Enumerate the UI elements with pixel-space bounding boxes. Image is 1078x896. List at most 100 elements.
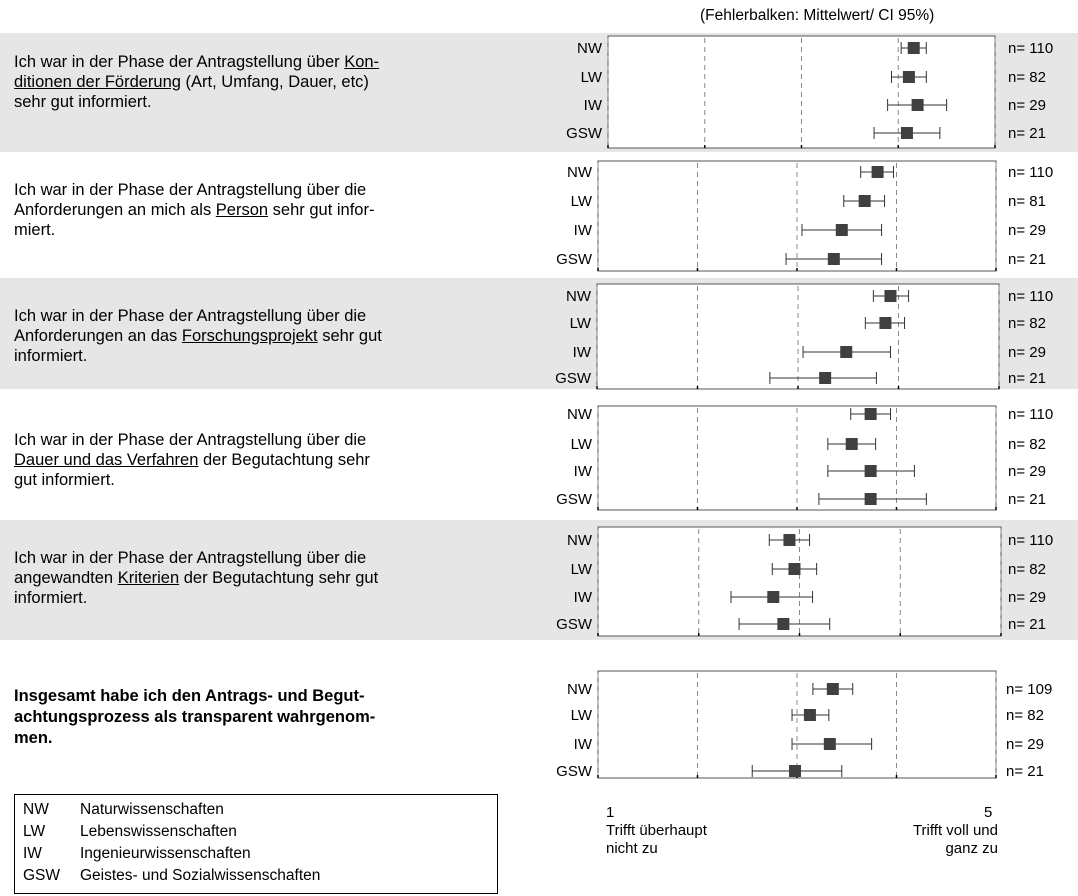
axis-max-label-line1: Trifft voll und (912, 822, 998, 839)
mean-marker (840, 346, 853, 358)
question-text-segment: sehr gut informiert. (14, 93, 152, 111)
axis-min-label-line1: Trifft überhaupt (606, 822, 707, 839)
question-text-segment: der Begutachtung sehr gut (179, 569, 379, 587)
sample-size-label: n= 109 (1006, 681, 1052, 698)
group-label: LW (571, 561, 593, 578)
mean-marker (789, 765, 802, 777)
question-text-segment: achtungsprozess als transparent wahrgeno… (14, 708, 376, 726)
mean-marker (871, 166, 884, 178)
error-bar-note: (Fehlerbalken: Mittelwert/ CI 95%) (700, 7, 935, 24)
question-text-segment: der Begutachtung sehr (198, 451, 370, 469)
question-text-5: Ich war in der Phase der Antragstellung … (14, 548, 534, 608)
mean-marker (864, 493, 877, 505)
question-text-6: Insgesamt habe ich den Antrags- und Begu… (14, 686, 534, 749)
mean-marker (777, 618, 790, 630)
legend-name: Geistes- und Sozialwissenschaften (80, 867, 321, 884)
sample-size-label: n= 110 (1008, 532, 1053, 549)
legend-abbr: IW (23, 845, 42, 862)
sample-size-label: n= 29 (1008, 589, 1046, 606)
question-text-1: Ich war in der Phase der Antragstellung … (14, 52, 534, 112)
underlined-term: Kon- (344, 53, 380, 71)
group-label: IW (574, 736, 593, 753)
mean-marker (788, 563, 801, 575)
question-text-segment: Ich war in der Phase der Antragstellung … (14, 549, 367, 567)
mean-marker (845, 438, 858, 450)
mean-marker (835, 224, 848, 236)
question-line: Ich war in der Phase der Antragstellung … (14, 548, 534, 568)
group-label: GSW (566, 125, 603, 142)
legend-name: Lebenswissenschaften (80, 823, 237, 840)
group-label: NW (567, 681, 593, 698)
sample-size-label: n= 21 (1008, 370, 1046, 387)
question-text-segment: Anforderungen an mich als (14, 201, 216, 219)
question-text-segment: informiert. (14, 589, 88, 607)
question-line: Ich war in der Phase der Antragstellung … (14, 180, 534, 200)
group-label: GSW (555, 370, 592, 387)
group-label: GSW (556, 616, 593, 633)
group-label: LW (571, 193, 593, 210)
group-label: NW (577, 40, 603, 57)
mean-marker (767, 591, 780, 603)
underlined-term: Kriterien (117, 569, 180, 587)
sample-size-label: n= 82 (1008, 561, 1046, 578)
question-line: angewandten Kriterien der Begutachtung s… (14, 568, 534, 588)
axis-max-label-line2: ganz zu (945, 840, 998, 857)
mean-marker (911, 99, 924, 111)
mean-marker (823, 738, 836, 750)
legend-abbr: GSW (23, 867, 61, 884)
question-text-segment: miert. (14, 221, 56, 239)
group-label: NW (566, 288, 592, 305)
underlined-term: ditionen der Förderung (14, 73, 181, 91)
sample-size-label: n= 110 (1008, 406, 1053, 423)
underlined-term: Dauer und das Verfahren (14, 451, 199, 469)
sample-size-label: n= 29 (1008, 344, 1046, 361)
axis-max-tick: 5 (984, 804, 993, 821)
group-label: LW (570, 315, 592, 332)
sample-size-label: n= 110 (1008, 164, 1053, 181)
legend-name: Ingenieurwissenschaften (80, 845, 251, 862)
group-label: IW (574, 222, 593, 239)
axis-min-tick: 1 (606, 804, 615, 821)
group-label: LW (581, 69, 603, 86)
sample-size-label: n= 29 (1008, 222, 1046, 239)
sample-size-label: n= 21 (1008, 251, 1046, 268)
group-label: IW (573, 344, 592, 361)
sample-size-label: n= 21 (1008, 616, 1046, 633)
question-text-segment: Ich war in der Phase der Antragstellung … (14, 53, 345, 71)
group-label: NW (567, 164, 593, 181)
mean-marker (907, 42, 920, 54)
underlined-term: Person (215, 201, 269, 219)
group-label: GSW (556, 251, 593, 268)
sample-size-label: n= 110 (1008, 40, 1053, 57)
sample-size-label: n= 29 (1006, 736, 1044, 753)
legend-abbr: LW (23, 823, 46, 840)
mean-marker (864, 465, 877, 477)
sample-size-label: n= 110 (1008, 288, 1053, 305)
axis-min-label-line2: nicht zu (606, 840, 658, 857)
question-line: Anforderungen an mich als Person sehr gu… (14, 200, 534, 220)
question-line: Insgesamt habe ich den Antrags- und Begu… (14, 686, 534, 707)
question-text-segment: (Art, Umfang, Dauer, etc) (180, 73, 369, 91)
group-label: LW (571, 707, 593, 724)
question-line: miert. (14, 220, 534, 240)
group-label: IW (584, 97, 603, 114)
question-text-segment: Anforderungen an das (14, 327, 182, 345)
sample-size-label: n= 82 (1006, 707, 1044, 724)
legend-box: NW Naturwissenschaften LW Lebenswissenscha… (14, 794, 498, 894)
sample-size-label: n= 29 (1008, 97, 1046, 114)
plot-frame (597, 526, 1002, 637)
legend-name: Naturwissenschaften (80, 801, 224, 818)
question-line: informiert. (14, 346, 534, 366)
group-label: NW (567, 406, 593, 423)
question-text-segment: Ich war in der Phase der Antragstellung … (14, 307, 367, 325)
group-label: LW (571, 436, 593, 453)
mean-marker (858, 195, 871, 207)
question-line: Ich war in der Phase der Antragstellung … (14, 306, 534, 326)
sample-size-label: n= 21 (1008, 491, 1046, 508)
question-line: Ich war in der Phase der Antragstellung … (14, 430, 534, 450)
legend-abbr: NW (23, 801, 49, 818)
mean-marker (864, 408, 877, 420)
mean-marker (819, 372, 832, 384)
question-line: sehr gut informiert. (14, 92, 534, 112)
mean-marker (827, 253, 840, 265)
